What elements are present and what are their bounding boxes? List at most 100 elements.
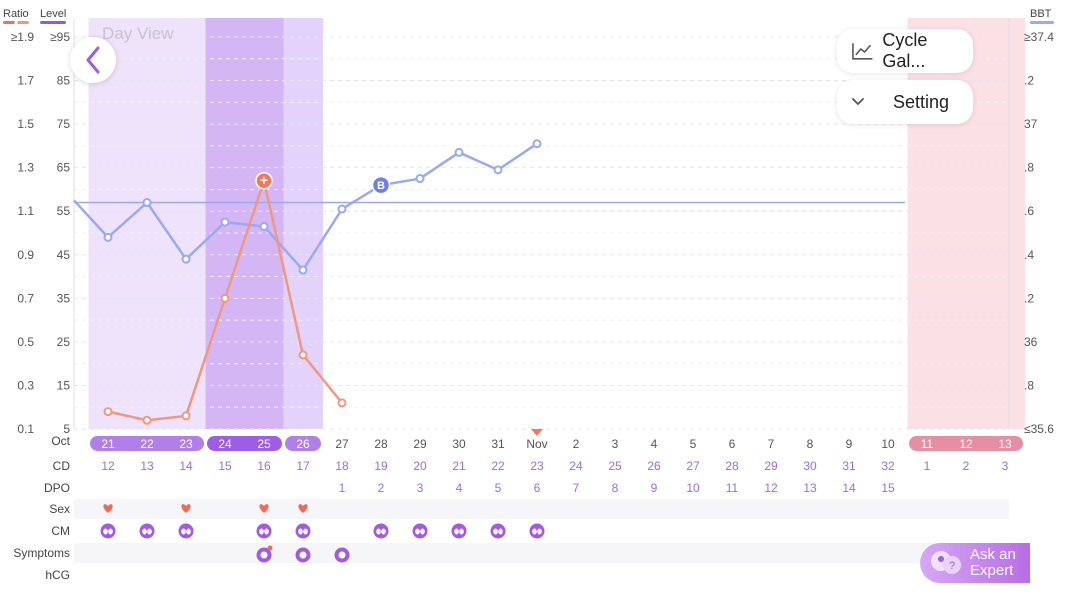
- bbt-tick-label: .2: [1024, 291, 1034, 305]
- date-label: Nov: [526, 437, 547, 451]
- dpo-value: 12: [764, 481, 778, 495]
- cervical-mucus-icon-part: [142, 528, 147, 535]
- level-tick-label: 15: [57, 378, 71, 392]
- cd-value: 2: [963, 459, 970, 473]
- ratio-tick-label: 0.5: [17, 335, 34, 349]
- cd-value: 23: [530, 459, 544, 473]
- cd-value: 28: [725, 459, 739, 473]
- cd-value: 30: [803, 459, 817, 473]
- level-tick-label: 75: [57, 117, 71, 131]
- phase-band: [985, 18, 1025, 429]
- ratio-tick-label: 1.5: [17, 117, 34, 131]
- cervical-mucus-icon-part: [103, 528, 108, 535]
- heart-icon: [259, 504, 269, 513]
- cervical-mucus-icon-part: [186, 528, 191, 535]
- row-label: Sex: [49, 502, 70, 516]
- bbt-point: [259, 221, 269, 231]
- row-label: DPO: [44, 481, 70, 495]
- cervical-mucus-icon-part: [537, 528, 542, 535]
- bbt-tick-label: .6: [1024, 204, 1034, 218]
- cervical-mucus-icon-part: [532, 528, 537, 535]
- cd-value: 3: [1002, 459, 1009, 473]
- cd-value: 16: [257, 459, 271, 473]
- lh-point: [337, 398, 347, 408]
- heart-icon: [181, 504, 191, 513]
- bbt-point: [337, 204, 347, 214]
- date-label: 5: [690, 437, 697, 451]
- cervical-mucus-icon: [178, 523, 194, 539]
- cd-value: 18: [335, 459, 349, 473]
- date-label: 28: [374, 437, 388, 451]
- symptom-badge-icon: [267, 545, 273, 551]
- dpo-value: 5: [495, 481, 502, 495]
- cervical-mucus-icon-part: [376, 528, 381, 535]
- bbt-tick-label: .8: [1024, 378, 1034, 392]
- chevron-down-icon: [852, 98, 864, 106]
- date-label: 2: [573, 437, 580, 451]
- date-label: 11: [921, 437, 934, 451]
- day-view-label: Day View: [102, 24, 174, 43]
- cervical-mucus-icon: [256, 523, 272, 539]
- cycle-gallery-button[interactable]: Cycle Gal...: [837, 29, 973, 73]
- cervical-mucus-icon-part: [259, 528, 264, 535]
- dpo-value: 2: [378, 481, 385, 495]
- cervical-mucus-icon-part: [147, 528, 152, 535]
- heart-icon: [103, 504, 113, 513]
- bbt-point: [493, 165, 503, 175]
- cd-value: 14: [179, 459, 193, 473]
- bbt-tick-label: .8: [1024, 161, 1034, 175]
- dpo-value: 3: [417, 481, 424, 495]
- cervical-mucus-icon-part: [298, 528, 303, 535]
- ratio-tick-label: 1.7: [17, 74, 34, 88]
- date-label: 30: [452, 437, 466, 451]
- cd-value: 19: [374, 459, 388, 473]
- bbt-tick-label: .4: [1024, 248, 1034, 262]
- dpo-value: 10: [686, 481, 700, 495]
- cervical-mucus-icon-part: [264, 528, 269, 535]
- level-legend: Level: [40, 8, 66, 24]
- lh-point: [298, 350, 308, 360]
- bbt-legend: BBT: [1030, 8, 1054, 24]
- cervical-mucus-icon-part: [454, 528, 459, 535]
- lh-point: [103, 407, 113, 417]
- dpo-value: 1: [339, 481, 346, 495]
- ask-expert-button[interactable]: ? Ask an Expert: [920, 543, 1030, 583]
- setting-button[interactable]: Setting: [837, 80, 973, 124]
- ratio-tick-label: 1.3: [17, 161, 34, 175]
- date-label: 6: [729, 437, 736, 451]
- cervical-mucus-icon-part: [498, 528, 503, 535]
- lh-peak-marker: [255, 171, 273, 190]
- cervical-mucus-icon: [529, 523, 545, 539]
- cd-value: 13: [140, 459, 154, 473]
- lh-point: [220, 293, 230, 303]
- ask-expert-text: Ask an Expert: [970, 547, 1016, 579]
- cd-value: 24: [569, 459, 583, 473]
- lh-point: [181, 411, 191, 421]
- level-tick-label: ≥95: [50, 30, 70, 44]
- ratio-tick-label: 0.9: [17, 248, 34, 262]
- ratio-tick-label: ≥1.9: [11, 30, 35, 44]
- cervical-mucus-icon: [412, 523, 428, 539]
- ask-expert-line2: Expert: [970, 562, 1014, 579]
- month-label: Oct: [51, 434, 70, 448]
- setting-label: Setting: [893, 91, 950, 112]
- cervical-mucus-icon-part: [181, 528, 186, 535]
- cervical-mucus-icon: [100, 523, 116, 539]
- bbt-tick-label: 36: [1024, 335, 1038, 349]
- bbt-legend-swatch: [1030, 21, 1054, 24]
- date-label: 27: [335, 437, 349, 451]
- symptom-icon-part: [299, 551, 307, 559]
- lh-peak-marker-label: +: [260, 172, 268, 188]
- back-button[interactable]: [70, 37, 116, 83]
- cd-value: 12: [101, 459, 115, 473]
- expert-chat-icon: ?: [931, 551, 961, 574]
- cervical-mucus-icon: [451, 523, 467, 539]
- bbt-marker: [371, 175, 391, 195]
- ratio-legend-swatch: [3, 21, 29, 24]
- level-tick-label: 25: [57, 335, 71, 349]
- dpo-value: 6: [534, 481, 541, 495]
- cd-value: 21: [452, 459, 466, 473]
- date-label: 13: [998, 437, 1012, 451]
- date-label: 24: [218, 437, 232, 451]
